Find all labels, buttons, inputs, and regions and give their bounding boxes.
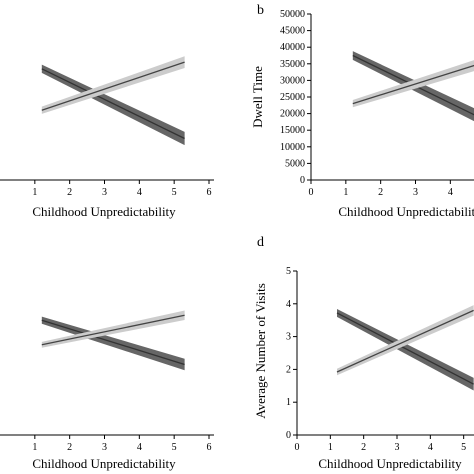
y-tick-label: 15000 <box>280 125 305 136</box>
x-tick-label: 6 <box>207 187 212 198</box>
series-line-2 <box>336 309 474 373</box>
y-tick-label: 35000 <box>280 59 305 70</box>
panel-d: 0 1 2 3 4 5 Childhood Unpredictability 0 1 2 3 4 5 Av… <box>253 235 474 471</box>
x-tick-label: 1 <box>32 442 37 453</box>
x-tick-label: 3 <box>413 187 418 198</box>
x-tick-label: 0 <box>309 187 314 198</box>
x-tick-label: 5 <box>461 442 466 453</box>
series-line-2 <box>352 64 474 105</box>
y-tick-label: 3 <box>286 332 291 343</box>
y-tick-label: 30000 <box>280 75 305 86</box>
y-tick-label: 25000 <box>280 92 305 103</box>
x-tick-label: 2 <box>378 187 383 198</box>
x-tick-label: 2 <box>361 442 366 453</box>
x-tick-label: 5 <box>172 187 177 198</box>
y-tick-label: 50000 <box>280 9 305 20</box>
confidence-band-1 <box>41 64 185 146</box>
x-tick-label: 4 <box>428 442 433 453</box>
panel-c: 1 2 3 4 5 6 Childhood Unpredictability <box>0 310 214 471</box>
x-axis-title: Childhood Unpredictability <box>32 204 176 219</box>
panel-b: 0 1 2 3 4 Childhood Unpredictability 0 5000 1000… <box>250 3 474 219</box>
panel-a: 1 2 3 4 5 6 Childhood Unpredictability <box>0 56 214 219</box>
y-tick-label: 2 <box>286 364 291 375</box>
confidence-band-2 <box>41 310 185 348</box>
y-axis-title: Average Number of Visits <box>253 283 268 419</box>
x-tick-label: 4 <box>137 442 142 453</box>
series-line-2 <box>41 314 185 346</box>
confidence-band-1 <box>41 316 185 371</box>
x-axis-title: Childhood Unpredictability <box>318 456 462 471</box>
x-tick-label: 3 <box>395 442 400 453</box>
x-tick-label: 2 <box>67 187 72 198</box>
y-tick-label: 5000 <box>285 158 305 169</box>
x-tick-label: 6 <box>207 442 212 453</box>
confidence-band-2 <box>337 305 474 376</box>
confidence-band-1 <box>337 309 474 391</box>
x-tick-label: 2 <box>67 442 72 453</box>
confidence-band-2 <box>41 56 185 114</box>
y-tick-label: 5 <box>286 266 291 277</box>
x-tick-label: 1 <box>32 187 37 198</box>
series-line-2 <box>41 61 185 111</box>
x-tick-label: 4 <box>137 187 142 198</box>
x-tick-label: 5 <box>172 442 177 453</box>
x-tick-label: 3 <box>102 442 107 453</box>
series-line-1 <box>336 312 474 385</box>
x-tick-label: 3 <box>102 187 107 198</box>
y-tick-label: 1 <box>286 397 291 408</box>
x-tick-label: 1 <box>328 442 333 453</box>
panel-label: d <box>257 235 264 250</box>
panel-label: b <box>257 3 264 18</box>
y-tick-label: 0 <box>286 430 291 441</box>
y-axis-title: Dwell Time <box>250 66 265 128</box>
series-line-1 <box>41 68 185 140</box>
y-tick-label: 4 <box>286 299 291 310</box>
confidence-band-2 <box>352 60 474 108</box>
y-tick-label: 10000 <box>280 142 305 153</box>
y-tick-label: 40000 <box>280 42 305 53</box>
confidence-band-1 <box>352 51 474 122</box>
series-line-1 <box>41 319 185 366</box>
x-tick-label: 0 <box>295 442 300 453</box>
series-line-1 <box>352 54 474 116</box>
x-axis-title: Childhood Unpredictability <box>32 456 176 471</box>
x-tick-label: 1 <box>343 187 348 198</box>
y-tick-label: 20000 <box>280 109 305 120</box>
x-axis-title: Childhood Unpredictability <box>338 204 474 219</box>
y-tick-label: 0 <box>300 175 305 186</box>
x-tick-label: 4 <box>448 187 453 198</box>
y-tick-label: 45000 <box>280 26 305 37</box>
